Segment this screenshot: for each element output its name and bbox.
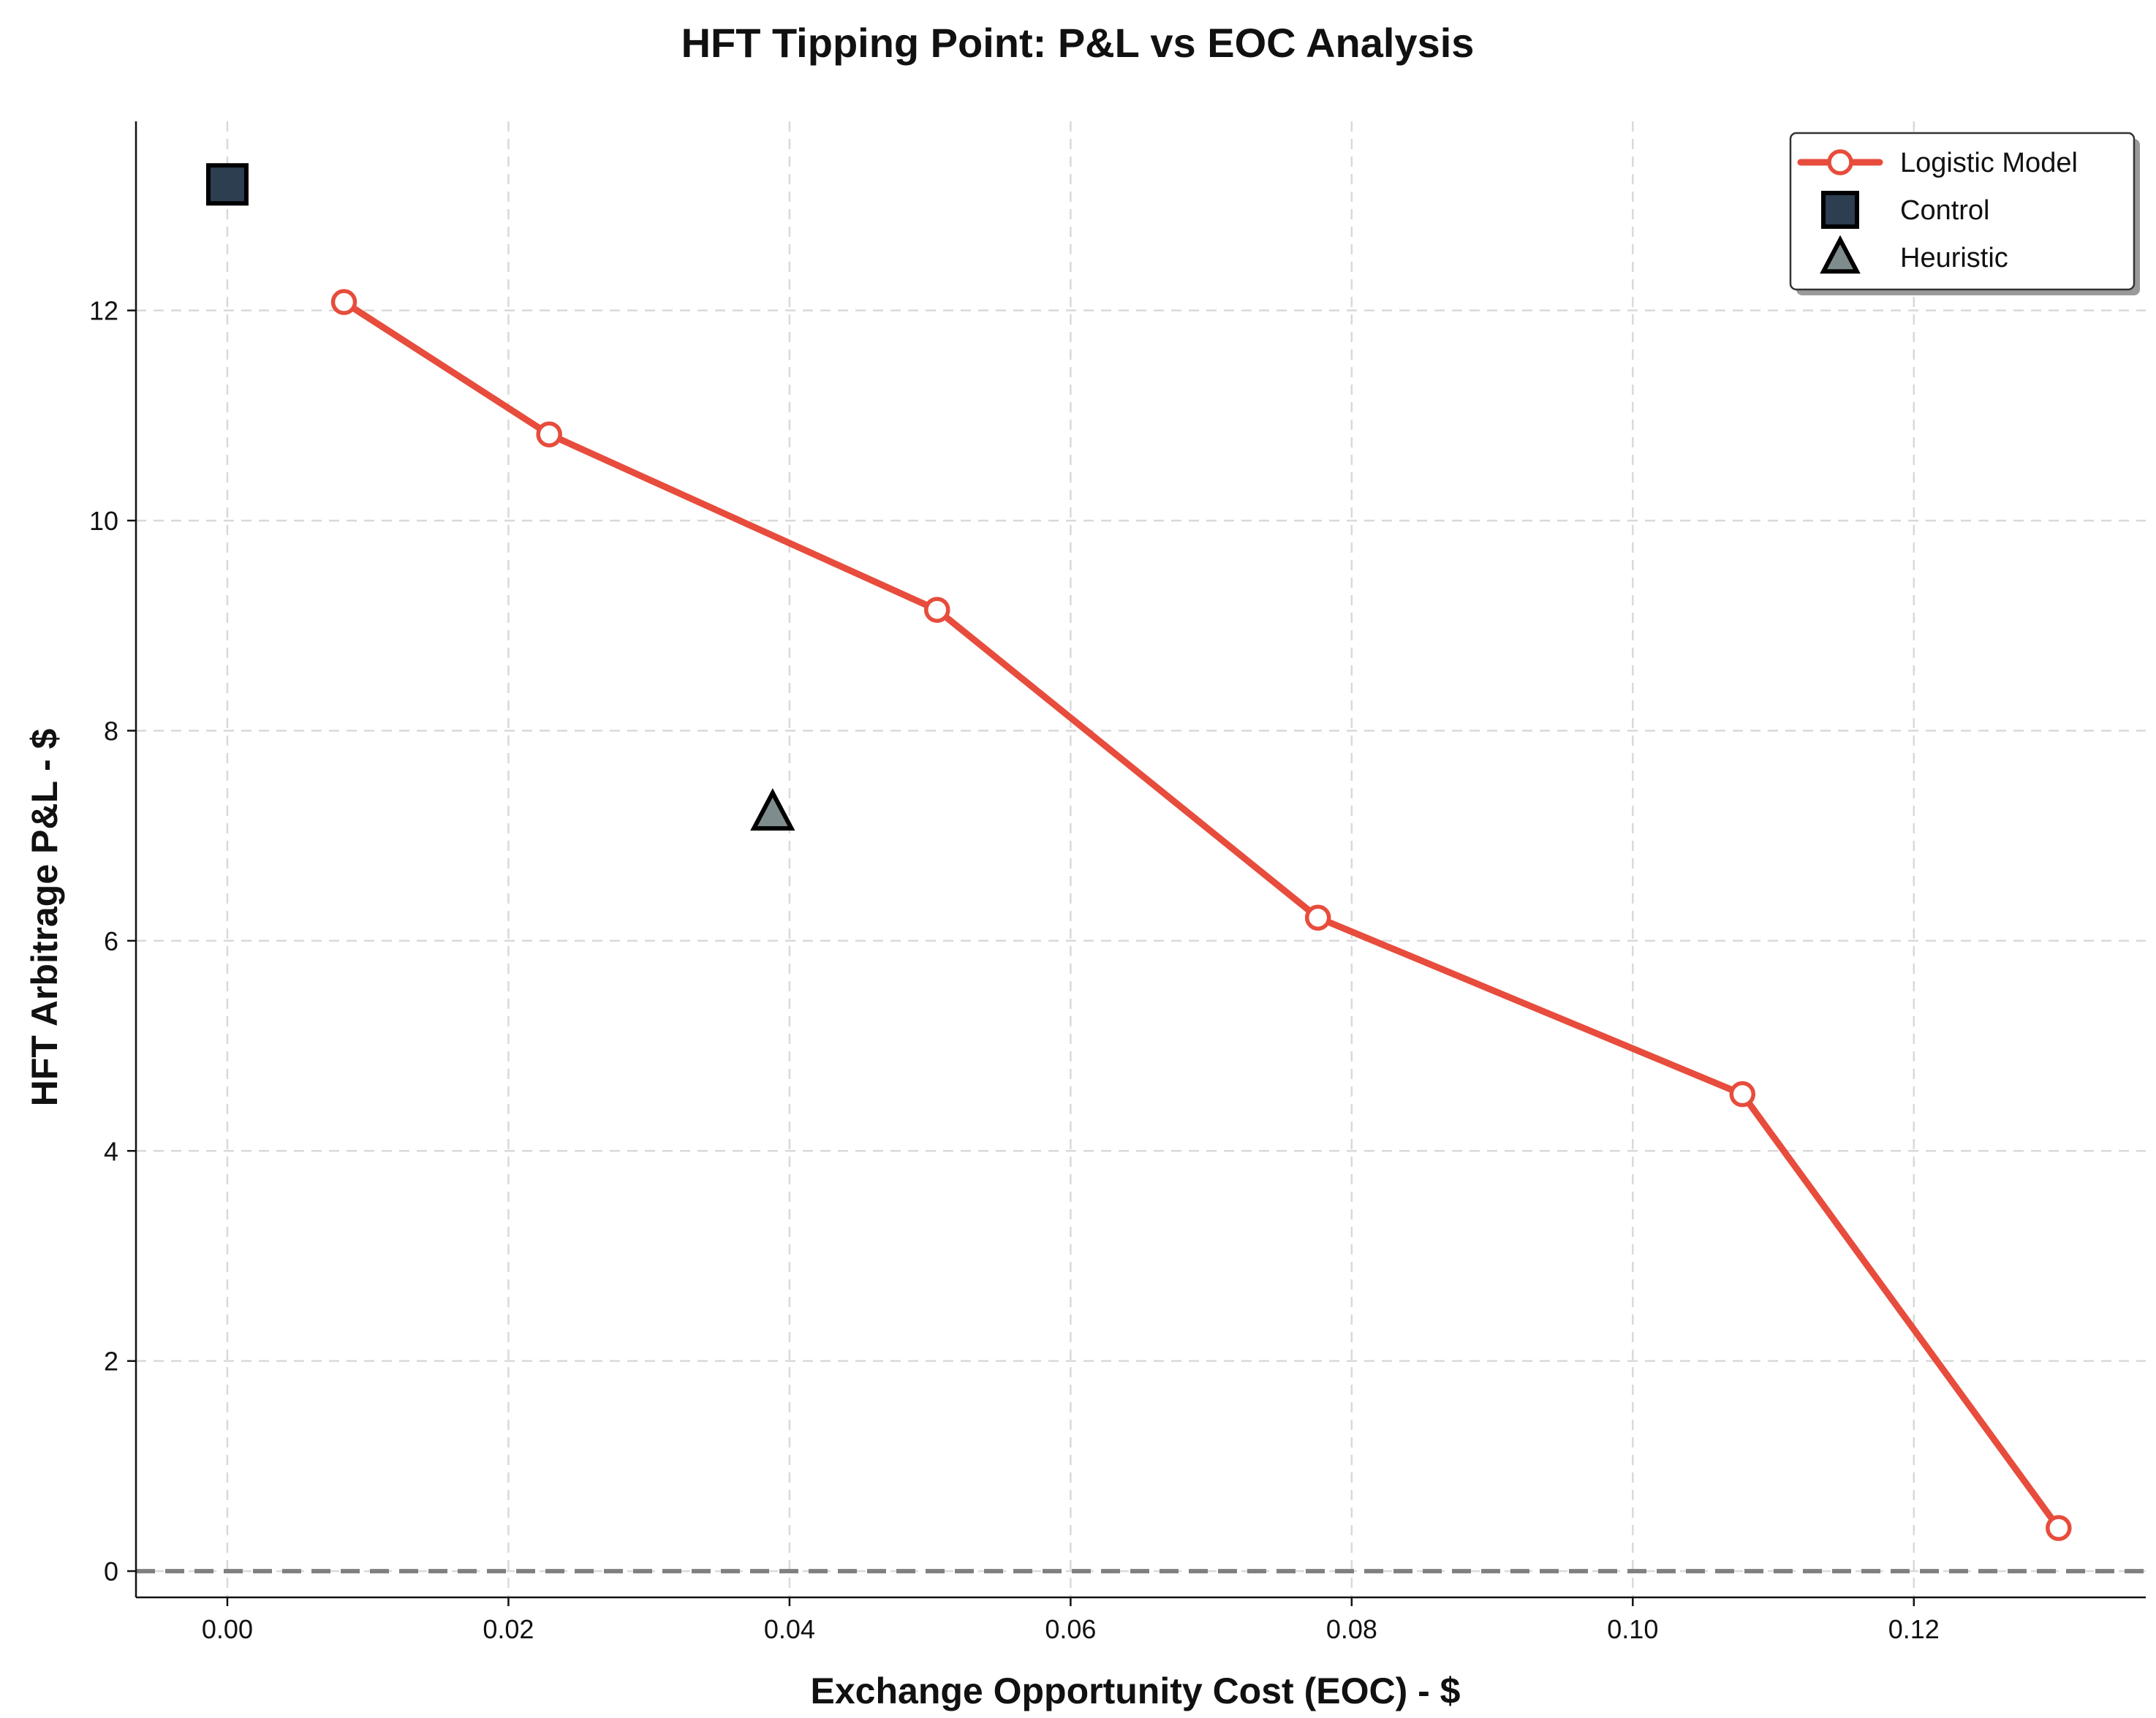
legend-marker-control (1821, 191, 1859, 229)
y-tick-label-6: 12 (89, 296, 118, 326)
legend-label-heuristic: Heuristic (1900, 243, 2008, 273)
x-tick-label-2: 0.04 (764, 1614, 815, 1644)
control-point-0 (205, 163, 249, 206)
x-tick-label-6: 0.12 (1888, 1614, 1940, 1644)
legend-label-control: Control (1900, 195, 1990, 226)
tick-labels: 0.00 0.02 0.04 0.06 0.08 0.10 0.12 0 2 4 6 8 10 12 (89, 296, 1940, 1644)
x-axis-label: Exchange Opportunity Cost (EOC) - $ (811, 1670, 1461, 1711)
y-tick-label-5: 10 (89, 506, 118, 536)
logistic-model-point-4 (1729, 1081, 1756, 1108)
x-tick-label-3: 0.06 (1045, 1614, 1096, 1644)
x-tick-label-1: 0.02 (483, 1614, 534, 1644)
logistic-model-point-0 (330, 289, 358, 315)
y-tick-label-0: 0 (104, 1556, 118, 1586)
series-group (205, 163, 2072, 1541)
y-tick-label-2: 4 (104, 1136, 118, 1166)
axes (135, 121, 2146, 1599)
logistic-model-line (341, 298, 2062, 1532)
heuristic-point-0 (750, 788, 795, 831)
legend-marker-heuristic (1820, 235, 1861, 274)
y-axis-label: HFT Arbitrage P&L - $ (24, 728, 65, 1106)
x-tick-label-4: 0.08 (1326, 1614, 1377, 1644)
logistic-model-point-3 (1304, 904, 1331, 931)
chart-title: HFT Tipping Point: P&L vs EOC Analysis (681, 20, 1475, 66)
x-tick-label-0: 0.00 (202, 1614, 253, 1644)
logistic-model-point-2 (924, 597, 950, 623)
x-tick-label-5: 0.10 (1607, 1614, 1658, 1644)
logistic-model-point-5 (2046, 1515, 2072, 1541)
legend-box (1789, 132, 2136, 291)
y-tick-label-1: 2 (104, 1347, 118, 1377)
y-tick-label-3: 6 (104, 926, 118, 956)
y-tick-label-4: 8 (104, 716, 118, 746)
legend-label-logistic-model: Logistic Model (1900, 148, 2078, 178)
logistic-model-point-1 (536, 421, 562, 447)
legend: Logistic Model Control Heuristic (1789, 132, 2140, 295)
legend-marker-logistic-model (1827, 149, 1853, 175)
